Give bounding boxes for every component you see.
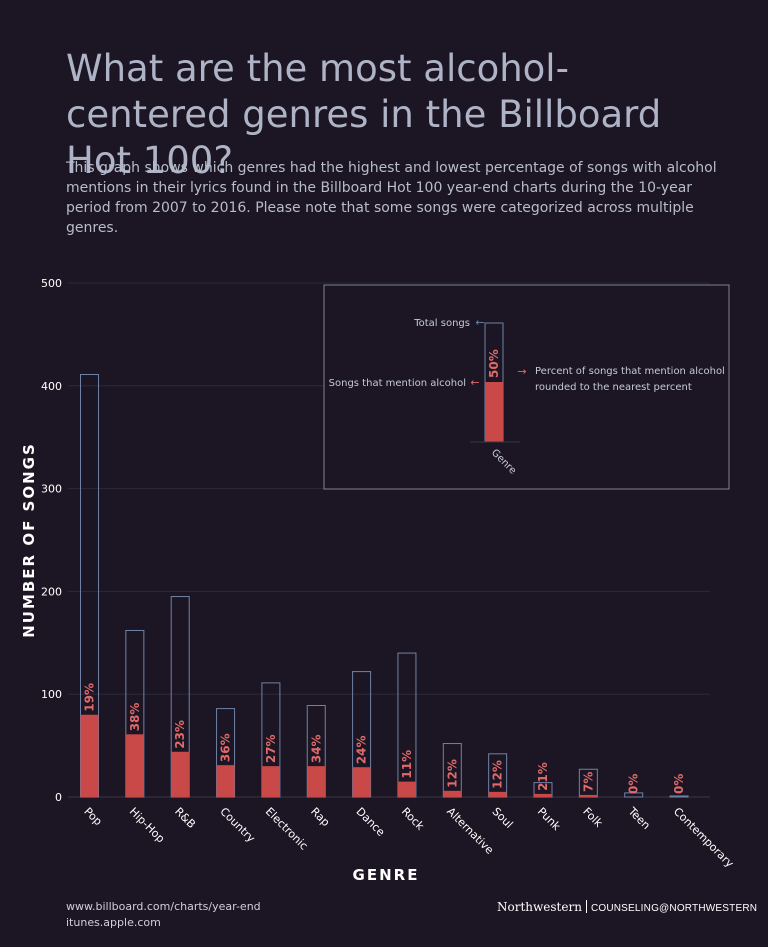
percent-label-rap: 34% bbox=[309, 734, 323, 763]
alcohol-bar-r-b bbox=[171, 751, 190, 797]
y-tick-label: 200 bbox=[41, 585, 62, 598]
percent-label-punk: 21% bbox=[536, 762, 550, 791]
alcohol-bar-country bbox=[216, 765, 235, 797]
x-tick-label-soul: Soul bbox=[490, 805, 516, 831]
x-tick-label-r-b: R&B bbox=[172, 805, 198, 831]
percent-label-electronic: 27% bbox=[264, 734, 278, 763]
y-axis-title: NUMBER OF SONGS bbox=[20, 442, 38, 638]
alcohol-bar-hip-hop bbox=[125, 734, 144, 797]
legend-total-arrow: ← bbox=[475, 316, 484, 329]
alcohol-bar-electronic bbox=[261, 766, 280, 797]
alcohol-bar-soul bbox=[488, 791, 507, 797]
percent-label-hip-hop: 38% bbox=[128, 703, 142, 732]
legend-percent-arrow: → bbox=[517, 365, 526, 378]
legend-percent-label: 50% bbox=[487, 349, 501, 378]
x-tick-label-folk: Folk bbox=[580, 805, 605, 830]
source-itunes[interactable]: itunes.apple.com bbox=[66, 916, 161, 929]
legend-alcohol-arrow: ← bbox=[470, 376, 479, 389]
legend-percent-desc: Percent of songs that mention alcohol bbox=[535, 366, 725, 377]
legend-alcohol-label: Songs that mention alcohol bbox=[329, 378, 466, 389]
percent-label-teen: 0% bbox=[627, 774, 641, 794]
y-tick-label: 300 bbox=[41, 483, 62, 496]
x-tick-label-rock: Rock bbox=[399, 805, 427, 833]
brand-northwestern: Northwestern bbox=[497, 900, 582, 914]
x-tick-label-alternative: Alternative bbox=[444, 805, 496, 857]
percent-label-dance: 24% bbox=[355, 735, 369, 764]
brand-divider bbox=[585, 900, 587, 913]
page-title: What are the most alcohol-centered genre… bbox=[66, 47, 662, 182]
y-tick-label: 0 bbox=[55, 791, 62, 804]
percent-label-folk: 7% bbox=[581, 772, 595, 792]
percent-label-contemporary: 0% bbox=[672, 774, 686, 794]
y-tick-label: 100 bbox=[41, 688, 62, 701]
alcohol-bar-rap bbox=[307, 766, 326, 797]
alcohol-bar-dance bbox=[352, 767, 371, 797]
alcohol-bar-folk bbox=[579, 794, 598, 797]
x-tick-label-dance: Dance bbox=[353, 805, 387, 839]
source-billboard[interactable]: www.billboard.com/charts/year-end bbox=[66, 900, 261, 913]
percent-label-rock: 11% bbox=[400, 750, 414, 779]
x-tick-label-contemporary: Contemporary bbox=[671, 805, 737, 871]
total-bar-teen bbox=[624, 792, 644, 798]
percent-label-alternative: 12% bbox=[445, 759, 459, 788]
x-tick-label-teen: Teen bbox=[625, 804, 653, 832]
alcohol-bar-alternative bbox=[443, 790, 462, 797]
brand-logo: Northwestern COUNSELING@NORTHWESTERN bbox=[497, 900, 757, 914]
x-tick-label-rap: Rap bbox=[308, 805, 332, 829]
percent-label-soul: 12% bbox=[491, 760, 505, 789]
sources: www.billboard.com/charts/year-end itunes… bbox=[66, 899, 261, 931]
percent-label-r-b: 23% bbox=[173, 720, 187, 749]
x-tick-label-electronic: Electronic bbox=[263, 805, 311, 853]
x-axis-title: GENRE bbox=[353, 866, 420, 884]
legend-box bbox=[323, 284, 730, 490]
percent-label-country: 36% bbox=[219, 733, 233, 762]
total-bar-contemporary bbox=[669, 795, 689, 798]
alcohol-bar-punk bbox=[534, 793, 552, 797]
legend-percent-desc-2: rounded to the nearest percent bbox=[535, 382, 692, 393]
brand-counseling: COUNSELING@NORTHWESTERN bbox=[590, 903, 758, 914]
x-tick-label-hip-hop: Hip-Hop bbox=[127, 805, 168, 846]
legend-alcohol-bar bbox=[485, 382, 503, 442]
alcohol-bar-pop bbox=[80, 714, 99, 797]
x-tick-label-punk: Punk bbox=[535, 805, 564, 834]
x-tick-label-pop: Pop bbox=[81, 805, 104, 828]
y-tick-label: 400 bbox=[41, 380, 62, 393]
alcohol-bar-rock bbox=[397, 781, 416, 797]
x-tick-label-country: Country bbox=[217, 805, 257, 845]
legend-total-label: Total songs bbox=[413, 318, 470, 329]
y-tick-label: 500 bbox=[41, 277, 62, 290]
percent-label-pop: 19% bbox=[83, 683, 97, 712]
chart-description: This graph shows which genres had the hi… bbox=[66, 160, 717, 236]
